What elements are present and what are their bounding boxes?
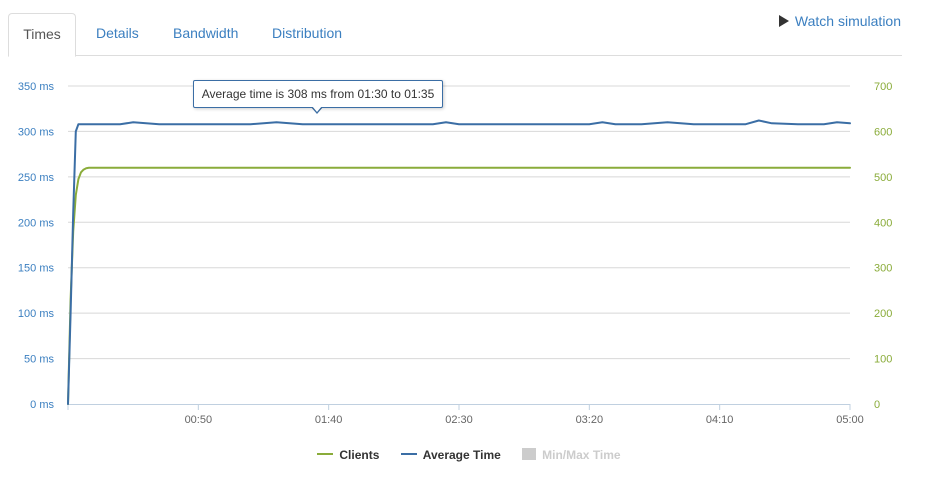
y-left-tick-label: 250 ms bbox=[18, 172, 55, 184]
y-left-tick-label: 150 ms bbox=[18, 263, 55, 275]
y-right-tick-label: 700 bbox=[874, 81, 892, 93]
x-tick-label: 03:20 bbox=[576, 414, 604, 426]
x-tick-label: 05:00 bbox=[836, 414, 864, 426]
times-chart: 0 ms 50 ms 100 ms 150 ms 200 ms 250 ms 300 ms 3… bbox=[18, 81, 892, 426]
legend-label-average-time: Average Time bbox=[422, 448, 501, 462]
legend-swatch-average-time bbox=[400, 453, 417, 455]
x-tick-label: 02:30 bbox=[445, 414, 473, 426]
chart-legend: Clients Average Time Min/Max Time bbox=[0, 448, 938, 462]
watch-simulation-label: Watch simulation bbox=[794, 13, 901, 29]
legend-label-clients: Clients bbox=[339, 448, 380, 462]
chart-axes bbox=[67, 404, 851, 410]
y-left-tick-label: 350 ms bbox=[18, 81, 55, 93]
series-line-clients bbox=[67, 166, 851, 405]
x-tick-label: 01:40 bbox=[315, 414, 343, 426]
legend-label-min-max-time: Min/Max Time bbox=[542, 448, 621, 462]
play-icon bbox=[778, 15, 789, 27]
y-right-tick-label: 600 bbox=[874, 126, 892, 138]
legend-item-clients[interactable]: Clients bbox=[317, 448, 379, 462]
y-left-tick-label: 200 ms bbox=[18, 217, 55, 229]
y-left-tick-label: 0 ms bbox=[30, 399, 54, 411]
y-axis-left: 0 ms 50 ms 100 ms 150 ms 200 ms 250 ms 300 ms 3… bbox=[18, 81, 55, 411]
series-line-average-time bbox=[67, 119, 851, 405]
legend-item-average-time[interactable]: Average Time bbox=[400, 448, 501, 462]
tooltip-arrow-inner bbox=[312, 106, 322, 112]
y-right-tick-label: 400 bbox=[874, 217, 892, 229]
y-right-tick-label: 100 bbox=[874, 354, 892, 366]
chart-series bbox=[67, 119, 851, 405]
y-right-tick-label: 0 bbox=[874, 399, 880, 411]
tab-bandwidth[interactable]: Bandwidth bbox=[173, 25, 239, 41]
y-right-tick-label: 300 bbox=[874, 263, 892, 275]
y-right-tick-label: 500 bbox=[874, 172, 892, 184]
watch-simulation-link[interactable]: Watch simulation bbox=[778, 13, 901, 29]
y-right-tick-label: 200 bbox=[874, 308, 892, 320]
legend-item-min-max-time[interactable]: Min/Max Time bbox=[522, 448, 621, 462]
tab-details[interactable]: Details bbox=[96, 25, 139, 41]
x-axis: 00:50 01:40 02:30 03:20 04:10 05:00 bbox=[185, 414, 864, 426]
x-tick-label: 00:50 bbox=[185, 414, 213, 426]
tab-distribution[interactable]: Distribution bbox=[272, 25, 343, 41]
y-axis-right: 0 100 200 300 400 500 600 700 bbox=[874, 81, 892, 411]
y-left-tick-label: 50 ms bbox=[24, 354, 54, 366]
tab-bar: Times Details Bandwidth Distribution bbox=[8, 13, 902, 57]
tab-times[interactable]: Times bbox=[8, 13, 76, 57]
x-tick-label: 04:10 bbox=[706, 414, 734, 426]
chart-grid bbox=[68, 85, 850, 360]
legend-swatch-clients bbox=[317, 453, 334, 455]
legend-swatch-min-max-time bbox=[522, 448, 537, 460]
y-left-tick-label: 300 ms bbox=[18, 126, 55, 138]
y-left-tick-label: 100 ms bbox=[18, 308, 55, 320]
chart-tooltip: Average time is 308 ms from 01:30 to 01:… bbox=[193, 80, 443, 108]
